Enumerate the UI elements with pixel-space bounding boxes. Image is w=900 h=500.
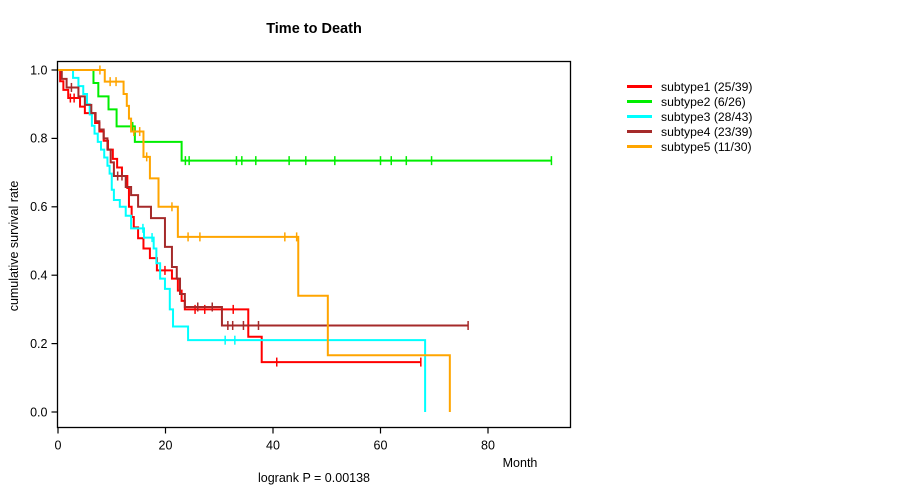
y-tick-label: 0.8 <box>30 132 47 146</box>
legend-item-subtype4: subtype4 (23/39) <box>627 124 752 139</box>
plot-frame <box>56 60 572 429</box>
legend-item-subtype3: subtype3 (28/43) <box>627 109 752 124</box>
legend-label: subtype1 (25/39) <box>661 79 753 94</box>
y-tick-label: 1.0 <box>30 63 47 77</box>
legend-item-subtype1: subtype1 (25/39) <box>627 79 752 94</box>
x-tick-label: 80 <box>481 439 495 453</box>
legend-line-swatch <box>627 85 652 88</box>
x-axis-label: Month <box>502 456 538 470</box>
legend-line-swatch <box>627 145 652 148</box>
km-curve-subtype1 <box>58 69 421 364</box>
legend-line-swatch <box>627 115 652 118</box>
x-tick-label: 40 <box>266 439 280 453</box>
legend: subtype1 (25/39) subtype2 (6/26) subtype… <box>627 79 752 154</box>
x-tick-label: 20 <box>159 439 173 453</box>
x-tick-label: 0 <box>55 439 62 453</box>
legend-line-swatch <box>627 130 652 133</box>
chart-title: Time to Death <box>266 21 362 37</box>
km-curve-subtype5 <box>58 69 451 412</box>
y-tick-label: 0.6 <box>30 200 47 214</box>
y-tick-label: 0.4 <box>30 269 47 283</box>
km-curve-subtype4 <box>58 69 469 327</box>
legend-label: subtype4 (23/39) <box>661 124 753 139</box>
legend-label: subtype2 (6/26) <box>661 94 746 109</box>
x-tick-label: 60 <box>374 439 388 453</box>
legend-line-swatch <box>627 100 652 103</box>
legend-item-subtype2: subtype2 (6/26) <box>627 94 752 109</box>
km-curve-subtype3 <box>58 69 427 412</box>
y-tick-label: 0.0 <box>30 405 47 419</box>
legend-label: subtype5 (11/30) <box>661 139 752 154</box>
y-tick-label: 0.2 <box>30 337 47 351</box>
km-curve-subtype2 <box>58 69 552 162</box>
legend-item-subtype5: subtype5 (11/30) <box>627 139 752 154</box>
logrank-p-value: logrank P = 0.00138 <box>257 471 370 485</box>
legend-label: subtype3 (28/43) <box>661 109 753 124</box>
y-axis-label: cumulative survival rate <box>7 180 21 312</box>
